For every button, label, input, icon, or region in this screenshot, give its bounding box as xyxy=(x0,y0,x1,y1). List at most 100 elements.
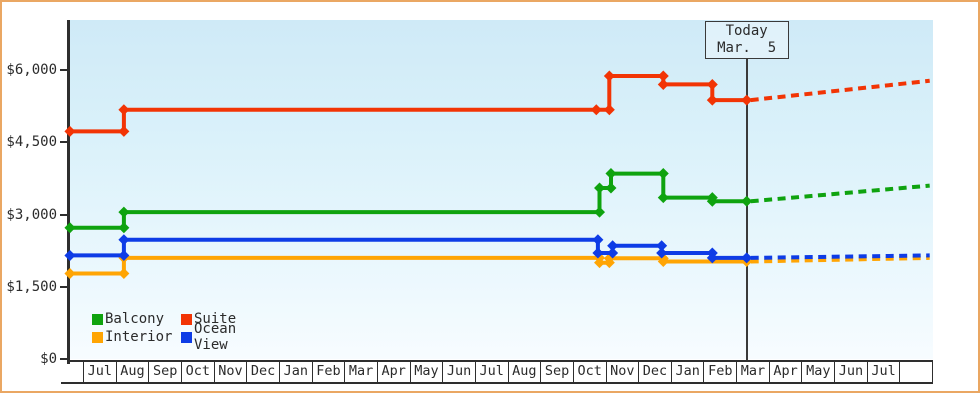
month-cell: Dec xyxy=(246,360,279,384)
data-point-marker xyxy=(64,222,76,234)
data-point-marker xyxy=(594,206,606,218)
data-point-marker xyxy=(706,252,718,264)
month-cell: May xyxy=(801,360,834,384)
data-point-marker xyxy=(594,257,606,269)
legend-label: Suite xyxy=(194,311,237,327)
plot-area xyxy=(70,20,933,359)
month-cell: Jul xyxy=(83,360,116,384)
month-cell: Feb xyxy=(311,360,345,384)
legend-item-suite: Suite xyxy=(181,311,270,327)
data-point-marker xyxy=(706,78,718,90)
legend-swatch-icon xyxy=(92,313,103,325)
month-cell: Apr xyxy=(376,360,410,384)
data-point-marker xyxy=(607,240,619,252)
legend-label: Ocean View xyxy=(194,321,237,353)
data-point-marker xyxy=(706,94,718,106)
data-point-marker xyxy=(118,125,130,137)
y-axis-label: $1,500 xyxy=(6,278,57,295)
data-point-marker xyxy=(657,192,669,204)
month-cell: Apr xyxy=(768,360,802,384)
data-point-marker xyxy=(657,78,669,90)
month-cell: Aug xyxy=(115,360,149,384)
data-point-marker xyxy=(656,240,668,252)
month-cell: Jan xyxy=(670,360,704,384)
today-box: Today Mar. 5 xyxy=(704,21,789,59)
today-line xyxy=(745,59,748,360)
series-projection-dashed xyxy=(750,255,930,264)
data-point-marker xyxy=(656,247,668,259)
y-axis-label: $4,500 xyxy=(6,134,57,151)
legend-row: Balcony Suite xyxy=(92,310,270,328)
legend-swatch-icon xyxy=(181,331,192,343)
y-axis-tick xyxy=(60,358,68,360)
series-ocean-view xyxy=(64,234,930,264)
data-point-marker xyxy=(741,195,753,207)
y-axis-tick xyxy=(60,285,68,288)
month-strip-bottom-line xyxy=(61,382,933,384)
data-point-marker xyxy=(657,168,669,180)
series-suite xyxy=(64,70,930,137)
month-cell: Dec xyxy=(638,360,671,384)
y-axis-tick xyxy=(60,213,68,216)
data-point-marker xyxy=(657,70,669,82)
month-cell: Nov xyxy=(213,360,247,384)
legend-item-ocean-view: Ocean View xyxy=(181,321,270,353)
month-cell-empty xyxy=(899,360,934,384)
month-cell: Aug xyxy=(507,360,541,384)
month-cell: May xyxy=(409,360,443,384)
y-axis-tick xyxy=(60,69,68,71)
data-point-marker xyxy=(603,104,615,116)
legend-swatch-icon xyxy=(181,313,192,325)
today-box-line2: Mar. 5 xyxy=(717,40,777,56)
series-interior xyxy=(64,252,930,280)
month-cell: Sep xyxy=(148,360,181,384)
y-axis-tick xyxy=(60,141,68,144)
data-point-marker xyxy=(603,70,615,82)
month-axis: Jul Aug Sep Oct Nov Dec Jan Feb Mar Apr May Jun Jul A… xyxy=(83,360,934,384)
month-strip-top-line xyxy=(70,360,933,362)
month-cell: Feb xyxy=(703,360,736,384)
data-point-marker xyxy=(741,94,753,106)
y-axis-label: $3,000 xyxy=(6,206,57,223)
data-point-marker xyxy=(607,247,619,259)
data-point-marker xyxy=(118,222,130,234)
month-cell: Mar xyxy=(736,360,769,384)
month-cell: Jan xyxy=(278,360,312,384)
month-cell: Jun xyxy=(442,360,475,384)
data-point-marker xyxy=(64,268,76,280)
series-balcony xyxy=(64,168,930,234)
legend-swatch-icon xyxy=(92,331,103,343)
data-point-marker xyxy=(706,195,718,207)
y-axis-label: $6,000 xyxy=(6,62,57,78)
series-line xyxy=(69,171,747,230)
data-point-marker xyxy=(118,249,130,261)
month-cell: Sep xyxy=(540,360,573,384)
month-cell: Nov xyxy=(605,360,639,384)
legend-item-balcony: Balcony xyxy=(92,311,181,327)
legend-item-interior: Interior xyxy=(92,329,181,345)
series-line xyxy=(69,237,747,260)
data-point-marker xyxy=(605,182,617,194)
data-point-marker xyxy=(118,206,130,218)
data-point-marker xyxy=(118,268,130,280)
month-cell: Oct xyxy=(572,360,606,384)
data-point-marker xyxy=(594,182,606,194)
legend-row: Interior Ocean View xyxy=(92,321,270,353)
y-axis-line xyxy=(67,20,70,364)
legend: Balcony Suite Interior Ocean View xyxy=(92,310,270,353)
data-point-marker xyxy=(592,234,604,246)
data-point-marker xyxy=(118,234,130,246)
month-cell: Jul xyxy=(866,360,900,384)
today-box-line1: Today xyxy=(725,23,768,39)
series-projection-dashed xyxy=(750,183,930,204)
data-point-marker xyxy=(64,125,76,137)
month-cell: Jul xyxy=(474,360,508,384)
series-line xyxy=(69,255,747,276)
legend-label: Interior xyxy=(105,329,173,345)
data-point-marker xyxy=(605,168,617,180)
month-cell: Jun xyxy=(834,360,867,384)
data-point-marker xyxy=(592,247,604,259)
data-point-marker xyxy=(741,252,753,264)
